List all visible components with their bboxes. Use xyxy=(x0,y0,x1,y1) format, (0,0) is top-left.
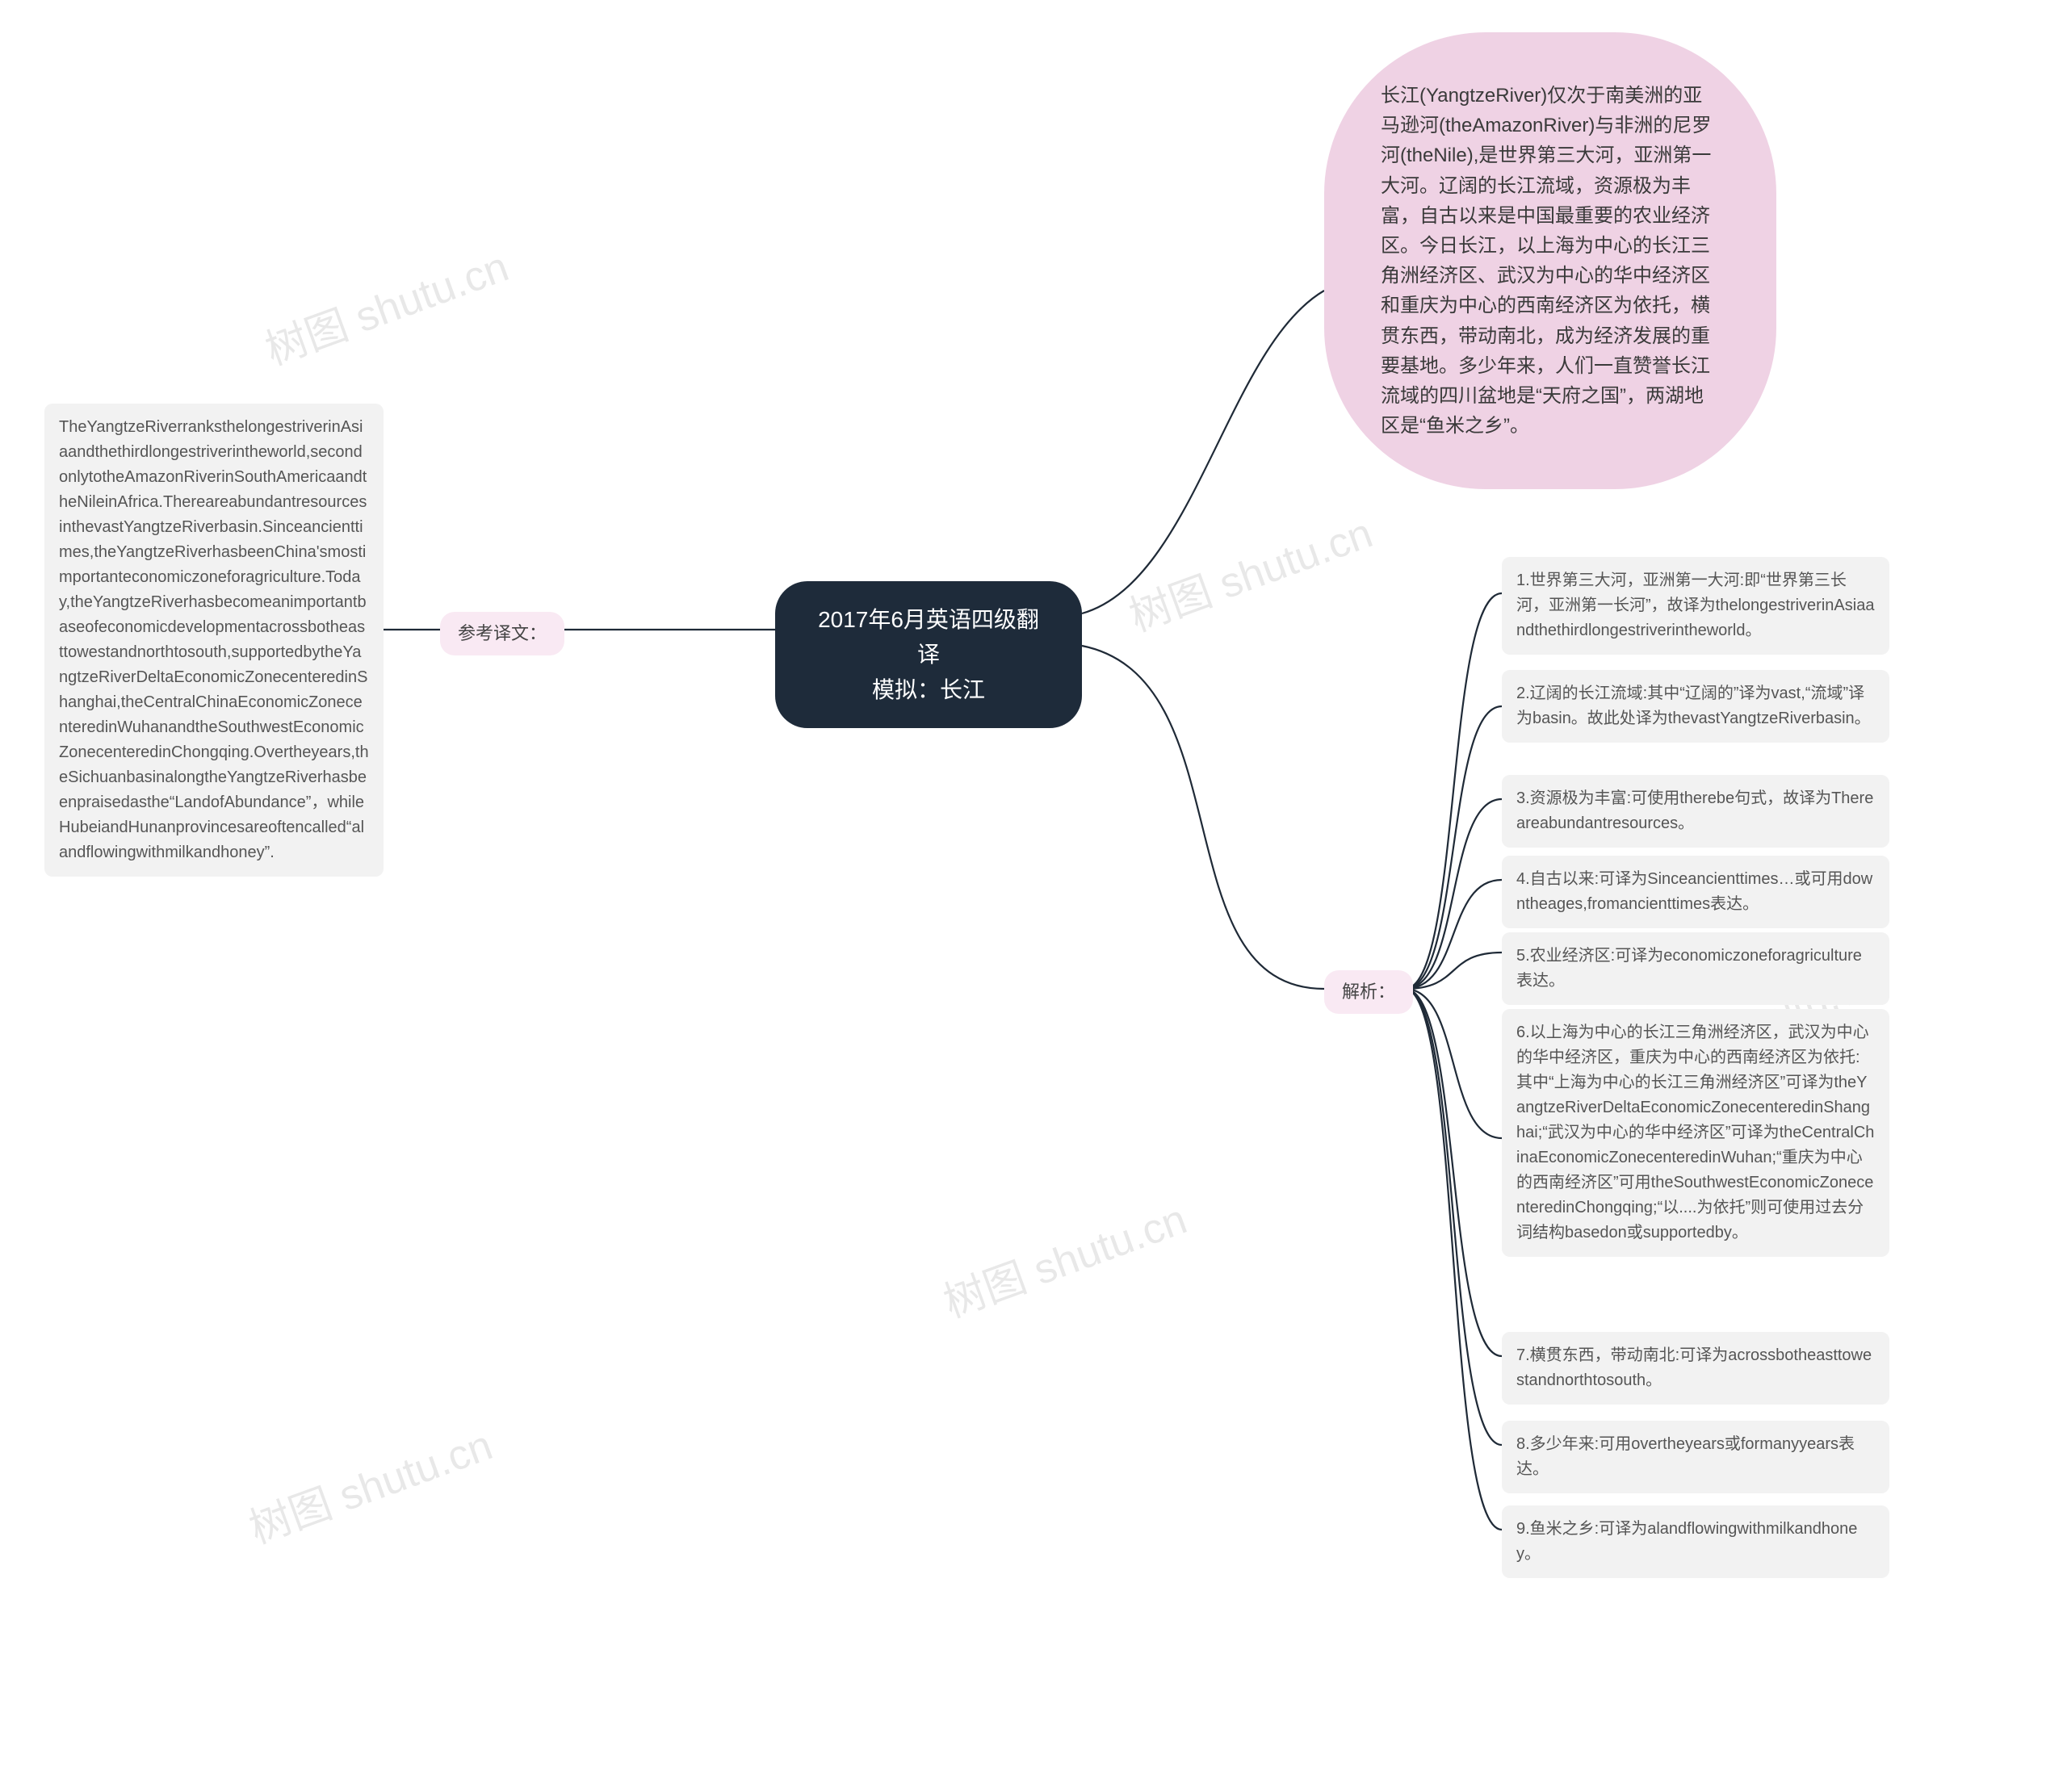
right-item-8[interactable]: 8.多少年来:可用overtheyears或formanyyears表达。 xyxy=(1502,1421,1889,1493)
right-item-text: 3.资源极为丰富:可使用therebe句式，故译为Thereareabundan… xyxy=(1516,789,1873,832)
left-label-node[interactable]: 参考译文： xyxy=(440,612,564,655)
right-label-text: 解析： xyxy=(1342,982,1395,1002)
right-item-text: 7.横贯东西，带动南北:可译为acrossbotheasttowestandno… xyxy=(1516,1346,1872,1389)
watermark: 树图 shutu.cn xyxy=(934,1185,1194,1329)
left-body-node[interactable]: TheYangtzeRiverranksthelongestriverinAsi… xyxy=(44,404,384,877)
right-item-4[interactable]: 4.自古以来:可译为Sinceancienttimes…或可用downtheag… xyxy=(1502,856,1889,928)
right-item-3[interactable]: 3.资源极为丰富:可使用therebe句式，故译为Thereareabundan… xyxy=(1502,775,1889,848)
right-item-text: 2.辽阔的长江流域:其中“辽阔的”译为vast,“流域”译为basin。故此处译… xyxy=(1516,685,1871,727)
right-item-7[interactable]: 7.横贯东西，带动南北:可译为acrossbotheasttowestandno… xyxy=(1502,1332,1889,1405)
watermark: 树图 shutu.cn xyxy=(256,232,516,376)
right-item-text: 8.多少年来:可用overtheyears或formanyyears表达。 xyxy=(1516,1435,1855,1478)
right-item-text: 1.世界第三大河，亚洲第一大河:即“世界第三长河，亚洲第一长河”，故译为thel… xyxy=(1516,572,1874,639)
right-label-node[interactable]: 解析： xyxy=(1324,970,1413,1014)
left-body-text: TheYangtzeRiverranksthelongestriverinAsi… xyxy=(59,418,369,861)
right-item-text: 6.以上海为中心的长江三角洲经济区，武汉为中心的华中经济区，重庆为中心的西南经济… xyxy=(1516,1024,1874,1241)
right-item-5[interactable]: 5.农业经济区:可译为economiczoneforagriculture表达。 xyxy=(1502,932,1889,1005)
root-title-line1: 2017年6月英语四级翻译 xyxy=(807,602,1050,672)
right-item-1[interactable]: 1.世界第三大河，亚洲第一大河:即“世界第三长河，亚洲第一长河”，故译为thel… xyxy=(1502,557,1889,655)
left-label-text: 参考译文： xyxy=(458,623,547,643)
right-bubble-text: 长江(YangtzeRiver)仅次于南美洲的亚马逊河(theAmazonRiv… xyxy=(1381,85,1711,437)
right-bubble-node[interactable]: 长江(YangtzeRiver)仅次于南美洲的亚马逊河(theAmazonRiv… xyxy=(1324,32,1776,489)
right-item-9[interactable]: 9.鱼米之乡:可译为alandflowingwithmilkandhoney。 xyxy=(1502,1505,1889,1578)
right-item-text: 5.农业经济区:可译为economiczoneforagriculture表达。 xyxy=(1516,947,1862,990)
mindmap-canvas: 树图 shutu.cn 树图 shutu.cn 树图 shutu.cn 树图 s… xyxy=(0,0,2067,1792)
watermark: 树图 shutu.cn xyxy=(240,1411,500,1555)
right-item-text: 4.自古以来:可译为Sinceancienttimes…或可用downtheag… xyxy=(1516,870,1872,913)
root-title-line2: 模拟：长江 xyxy=(807,672,1050,707)
right-item-2[interactable]: 2.辽阔的长江流域:其中“辽阔的”译为vast,“流域”译为basin。故此处译… xyxy=(1502,670,1889,743)
watermark: 树图 shutu.cn xyxy=(1120,499,1380,643)
right-item-text: 9.鱼米之乡:可译为alandflowingwithmilkandhoney。 xyxy=(1516,1520,1857,1563)
right-item-6[interactable]: 6.以上海为中心的长江三角洲经济区，武汉为中心的华中经济区，重庆为中心的西南经济… xyxy=(1502,1009,1889,1257)
root-node[interactable]: 2017年6月英语四级翻译 模拟：长江 xyxy=(775,581,1082,728)
